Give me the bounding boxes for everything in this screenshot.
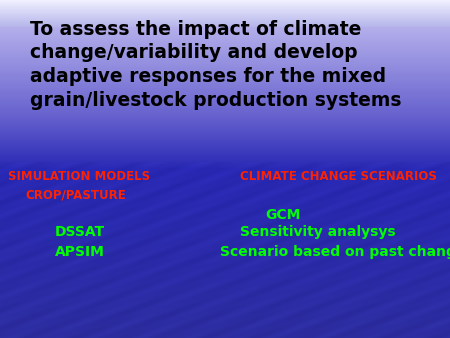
Text: APSIM: APSIM xyxy=(55,245,105,259)
Text: SIMULATION MODELS: SIMULATION MODELS xyxy=(8,170,150,183)
Text: Scenario based on past changes: Scenario based on past changes xyxy=(220,245,450,259)
Text: CROP/PASTURE: CROP/PASTURE xyxy=(25,188,126,201)
Text: To assess the impact of climate
change/variability and develop
adaptive response: To assess the impact of climate change/v… xyxy=(30,20,401,110)
Text: CLIMATE CHANGE SCENARIOS: CLIMATE CHANGE SCENARIOS xyxy=(240,170,437,183)
Text: Sensitivity analysys: Sensitivity analysys xyxy=(240,225,396,239)
Text: DSSAT: DSSAT xyxy=(55,225,105,239)
Text: GCM: GCM xyxy=(265,208,301,222)
